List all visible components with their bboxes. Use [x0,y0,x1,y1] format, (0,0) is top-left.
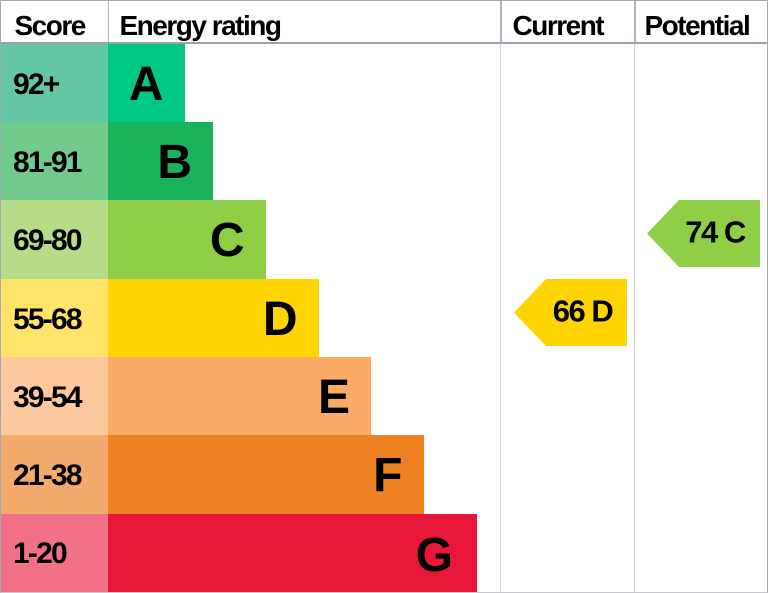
svg-text:74 C: 74 C [685,215,746,250]
svg-text:66 D: 66 D [552,293,613,328]
